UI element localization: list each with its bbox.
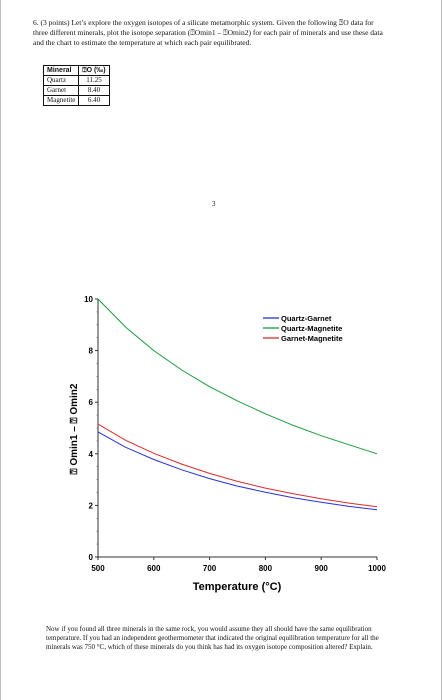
- chart-axes: 0 2 4 6 8 10 500 600 700 800 900 1000: [84, 295, 386, 573]
- x-tick-label: 500: [91, 564, 105, 573]
- x-tick-label: 900: [315, 564, 329, 573]
- follow-up-text: Now if you found all three minerals in t…: [46, 625, 379, 652]
- y-tick-label: 0: [89, 553, 94, 562]
- chart-legend: Quartz-GarnetQuartz-MagnetiteGarnet-Magn…: [263, 314, 343, 343]
- question-block: 6. (3 points) Let’s explore the oxygen i…: [33, 18, 383, 47]
- question-points: (3 points): [40, 18, 70, 27]
- series-line-quartz-magnetite: [97, 298, 378, 455]
- table-cell-value: 6.40: [78, 95, 110, 106]
- chart-series: [97, 298, 378, 511]
- x-tick-label: 600: [147, 564, 161, 573]
- question-number: 6.: [33, 18, 39, 27]
- series-line-garnet-magnetite: [97, 423, 378, 508]
- series-line-quartz-garnet: [97, 431, 378, 511]
- y-tick-label: 6: [89, 398, 94, 407]
- x-tick-label: 800: [259, 564, 273, 573]
- y-tick-label: 4: [89, 450, 94, 459]
- x-tick-label: 700: [203, 564, 217, 573]
- y-axis-label: ⍰ Omin1 – ⍰ Omin2: [68, 383, 80, 474]
- y-tick-label: 8: [89, 347, 94, 356]
- y-tick-label: 10: [84, 295, 93, 304]
- follow-up-question: Now if you found all three minerals in t…: [46, 625, 386, 653]
- x-axis-label: Temperature (°C): [193, 581, 282, 593]
- mineral-data-table: Mineral ⍰O (‰) Quartz 11.25 Garnet 8.40 …: [42, 65, 110, 106]
- y-tick-label: 2: [89, 501, 94, 510]
- x-tick-label: 1000: [368, 564, 386, 573]
- question-body: Let’s explore the oxygen isotopes of a s…: [33, 18, 383, 47]
- table-cell-mineral: Magnetite: [42, 95, 80, 106]
- legend-label: Quartz-Magnetite: [281, 324, 342, 333]
- question-text: 6. (3 points) Let’s explore the oxygen i…: [33, 18, 383, 47]
- legend-label: Garnet-Magnetite: [281, 334, 343, 343]
- table-row: Magnetite 6.40: [42, 95, 110, 106]
- page-number: 3: [212, 200, 216, 208]
- legend-label: Quartz-Garnet: [281, 314, 332, 323]
